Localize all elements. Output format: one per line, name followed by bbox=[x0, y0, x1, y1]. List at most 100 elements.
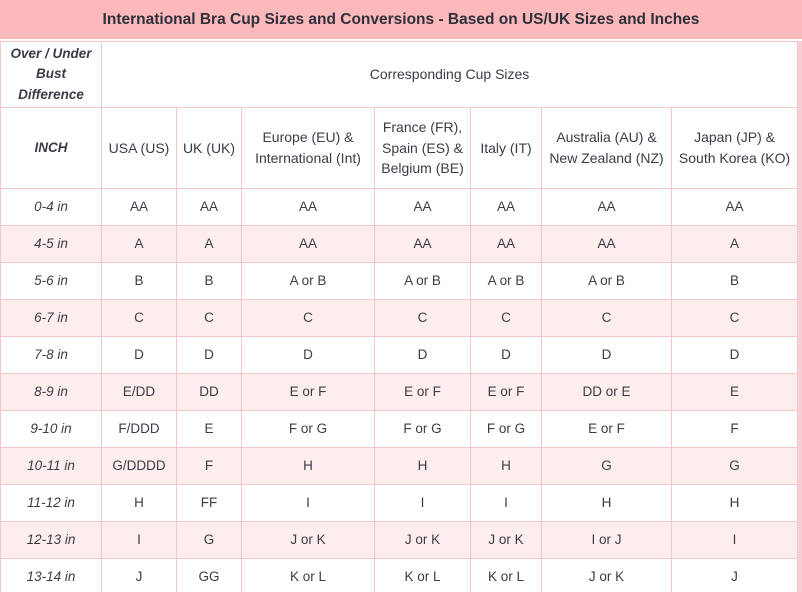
page-title: International Bra Cup Sizes and Conversi… bbox=[0, 0, 802, 41]
cell-uk: C bbox=[176, 298, 242, 337]
cell-europe: E or F bbox=[241, 372, 375, 411]
cell-australia: E or F bbox=[541, 409, 672, 448]
cell-usa: D bbox=[101, 335, 177, 374]
table-row: 12-13 in I G J or K J or K J or K I or J… bbox=[0, 520, 799, 559]
cell-japan: E bbox=[670, 372, 799, 411]
row-label: 5-6 in bbox=[0, 261, 102, 300]
table-row: 7-8 in D D D D D D D bbox=[0, 335, 799, 374]
row-label: 12-13 in bbox=[0, 520, 102, 559]
cell-australia: G bbox=[541, 446, 672, 485]
cell-europe: K or L bbox=[241, 557, 375, 592]
cell-japan: G bbox=[670, 446, 799, 485]
row-label: 4-5 in bbox=[0, 224, 102, 263]
cell-usa: E/DD bbox=[101, 372, 177, 411]
cell-australia: DD or E bbox=[541, 372, 672, 411]
table-row: 11-12 in H FF I I I H H bbox=[0, 483, 799, 522]
cell-europe: C bbox=[241, 298, 375, 337]
column-header-australia-nz: Australia (AU) & New Zealand (NZ) bbox=[541, 106, 672, 189]
bra-cup-conversion-table: Over / Under Bust Difference Correspondi… bbox=[0, 41, 799, 592]
cell-australia: AA bbox=[541, 224, 672, 263]
column-header-usa: USA (US) bbox=[101, 106, 177, 189]
cell-france: E or F bbox=[374, 372, 471, 411]
row-label: 8-9 in bbox=[0, 372, 102, 411]
cell-italy: K or L bbox=[470, 557, 542, 592]
cell-usa: AA bbox=[101, 187, 177, 226]
cell-japan: C bbox=[670, 298, 799, 337]
row-label: 9-10 in bbox=[0, 409, 102, 448]
cell-uk: AA bbox=[176, 187, 242, 226]
cell-uk: F bbox=[176, 446, 242, 485]
table-row: 4-5 in A A AA AA AA AA A bbox=[0, 224, 799, 263]
cell-europe: F or G bbox=[241, 409, 375, 448]
cell-japan: J bbox=[670, 557, 799, 592]
cell-france: K or L bbox=[374, 557, 471, 592]
cell-usa: H bbox=[101, 483, 177, 522]
cell-japan: H bbox=[670, 483, 799, 522]
cell-usa: I bbox=[101, 520, 177, 559]
cell-europe: H bbox=[241, 446, 375, 485]
cell-france: F or G bbox=[374, 409, 471, 448]
column-header-inch: INCH bbox=[0, 106, 102, 189]
cell-australia: H bbox=[541, 483, 672, 522]
cell-australia: I or J bbox=[541, 520, 672, 559]
cell-japan: F bbox=[670, 409, 799, 448]
group-header-row: Over / Under Bust Difference Correspondi… bbox=[0, 41, 799, 108]
row-label: 7-8 in bbox=[0, 335, 102, 374]
row-label: 6-7 in bbox=[0, 298, 102, 337]
row-label: 13-14 in bbox=[0, 557, 102, 592]
column-header-uk: UK (UK) bbox=[176, 106, 242, 189]
cell-australia: D bbox=[541, 335, 672, 374]
cell-france: I bbox=[374, 483, 471, 522]
table-row: 8-9 in E/DD DD E or F E or F E or F DD o… bbox=[0, 372, 799, 411]
column-header-italy: Italy (IT) bbox=[470, 106, 542, 189]
column-header-europe: Europe (EU) & International (Int) bbox=[241, 106, 375, 189]
column-header-row: INCH USA (US) UK (UK) Europe (EU) & Inte… bbox=[0, 106, 799, 189]
cell-australia: C bbox=[541, 298, 672, 337]
cell-usa: A bbox=[101, 224, 177, 263]
cell-france: AA bbox=[374, 187, 471, 226]
cell-italy: I bbox=[470, 483, 542, 522]
cell-uk: DD bbox=[176, 372, 242, 411]
cell-japan: A bbox=[670, 224, 799, 263]
cell-uk: D bbox=[176, 335, 242, 374]
cell-japan: D bbox=[670, 335, 799, 374]
cell-usa: G/DDDD bbox=[101, 446, 177, 485]
cell-japan: AA bbox=[670, 187, 799, 226]
cell-australia: J or K bbox=[541, 557, 672, 592]
cell-italy: E or F bbox=[470, 372, 542, 411]
cell-uk: GG bbox=[176, 557, 242, 592]
cell-uk: B bbox=[176, 261, 242, 300]
cell-europe: AA bbox=[241, 187, 375, 226]
row-label: 10-11 in bbox=[0, 446, 102, 485]
cell-usa: C bbox=[101, 298, 177, 337]
table-row: 9-10 in F/DDD E F or G F or G F or G E o… bbox=[0, 409, 799, 448]
cell-uk: E bbox=[176, 409, 242, 448]
cell-uk: FF bbox=[176, 483, 242, 522]
table-row: 0-4 in AA AA AA AA AA AA AA bbox=[0, 187, 799, 226]
cell-france: AA bbox=[374, 224, 471, 263]
cell-usa: B bbox=[101, 261, 177, 300]
row-label: 0-4 in bbox=[0, 187, 102, 226]
row-label: 11-12 in bbox=[0, 483, 102, 522]
column-header-france-spain-belgium: France (FR), Spain (ES) & Belgium (BE) bbox=[374, 106, 471, 189]
cell-usa: J bbox=[101, 557, 177, 592]
cell-europe: I bbox=[241, 483, 375, 522]
group-header-corresponding-cup-sizes: Corresponding Cup Sizes bbox=[100, 41, 799, 108]
cell-france: H bbox=[374, 446, 471, 485]
cell-france: C bbox=[374, 298, 471, 337]
table-row: 13-14 in J GG K or L K or L K or L J or … bbox=[0, 557, 799, 592]
column-header-japan-korea: Japan (JP) & South Korea (KO) bbox=[670, 106, 799, 189]
table-row: 6-7 in C C C C C C C bbox=[0, 298, 799, 337]
cell-japan: B bbox=[670, 261, 799, 300]
cell-europe: D bbox=[241, 335, 375, 374]
cell-uk: G bbox=[176, 520, 242, 559]
cell-uk: A bbox=[176, 224, 242, 263]
table-row: 5-6 in B B A or B A or B A or B A or B B bbox=[0, 261, 799, 300]
cell-italy: AA bbox=[470, 224, 542, 263]
cell-italy: J or K bbox=[470, 520, 542, 559]
cell-italy: C bbox=[470, 298, 542, 337]
cell-europe: J or K bbox=[241, 520, 375, 559]
cell-italy: AA bbox=[470, 187, 542, 226]
cell-japan: I bbox=[670, 520, 799, 559]
cell-usa: F/DDD bbox=[101, 409, 177, 448]
